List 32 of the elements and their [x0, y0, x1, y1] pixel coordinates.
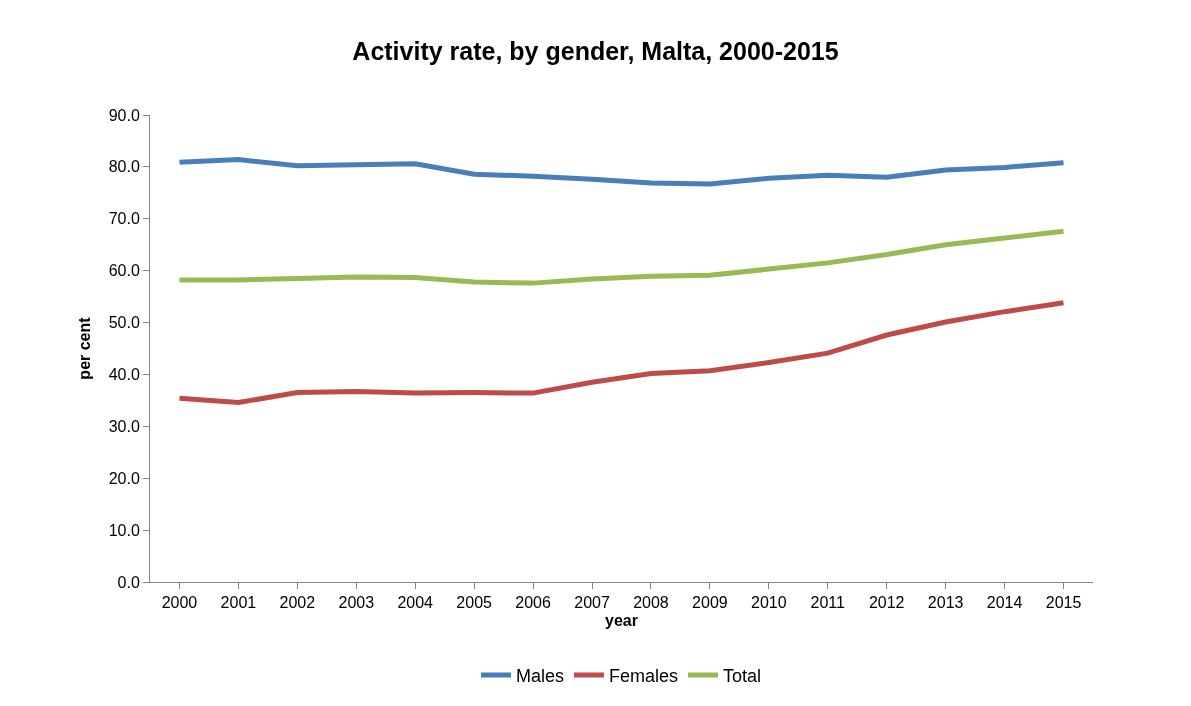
- chart-title: Activity rate, by gender, Malta, 2000-2015: [352, 36, 839, 65]
- x-tick-label: 2009: [692, 594, 728, 612]
- x-tick-label: 2007: [574, 594, 610, 612]
- y-tick-label: 70.0: [108, 210, 140, 228]
- y-tick-label: 20.0: [108, 469, 140, 487]
- x-tick-label: 2012: [868, 594, 905, 612]
- x-tick-label: 2000: [161, 594, 198, 612]
- x-tick-label: 2008: [633, 594, 669, 612]
- x-tick-label: 2010: [751, 594, 787, 612]
- x-tick-label: 2001: [220, 594, 257, 612]
- legend-label: Total: [723, 665, 762, 686]
- x-tick-label: 2013: [927, 594, 964, 612]
- y-tick-label: 40.0: [108, 366, 140, 384]
- y-tick-label: 60.0: [108, 262, 140, 280]
- y-tick-label: 10.0: [108, 521, 140, 539]
- x-tick-label: 2005: [456, 594, 493, 612]
- legend-label: Females: [609, 665, 679, 686]
- x-tick-label: 2014: [986, 594, 1023, 612]
- x-tick-label: 2015: [1045, 594, 1082, 612]
- y-tick-label: 90.0: [108, 106, 140, 124]
- x-axis-title: year: [605, 611, 638, 629]
- x-tick-label: 2004: [397, 594, 434, 612]
- x-tick-label: 2011: [810, 594, 846, 612]
- y-tick-label: 0.0: [117, 573, 140, 591]
- x-tick-label: 2003: [338, 594, 375, 612]
- y-tick-label: 80.0: [108, 158, 140, 176]
- y-tick-label: 30.0: [108, 417, 140, 435]
- legend-label: Males: [516, 665, 565, 686]
- y-axis-title: per cent: [75, 316, 93, 380]
- x-tick-label: 2002: [279, 594, 316, 612]
- y-tick-label: 50.0: [108, 314, 140, 332]
- x-tick-label: 2006: [515, 594, 551, 612]
